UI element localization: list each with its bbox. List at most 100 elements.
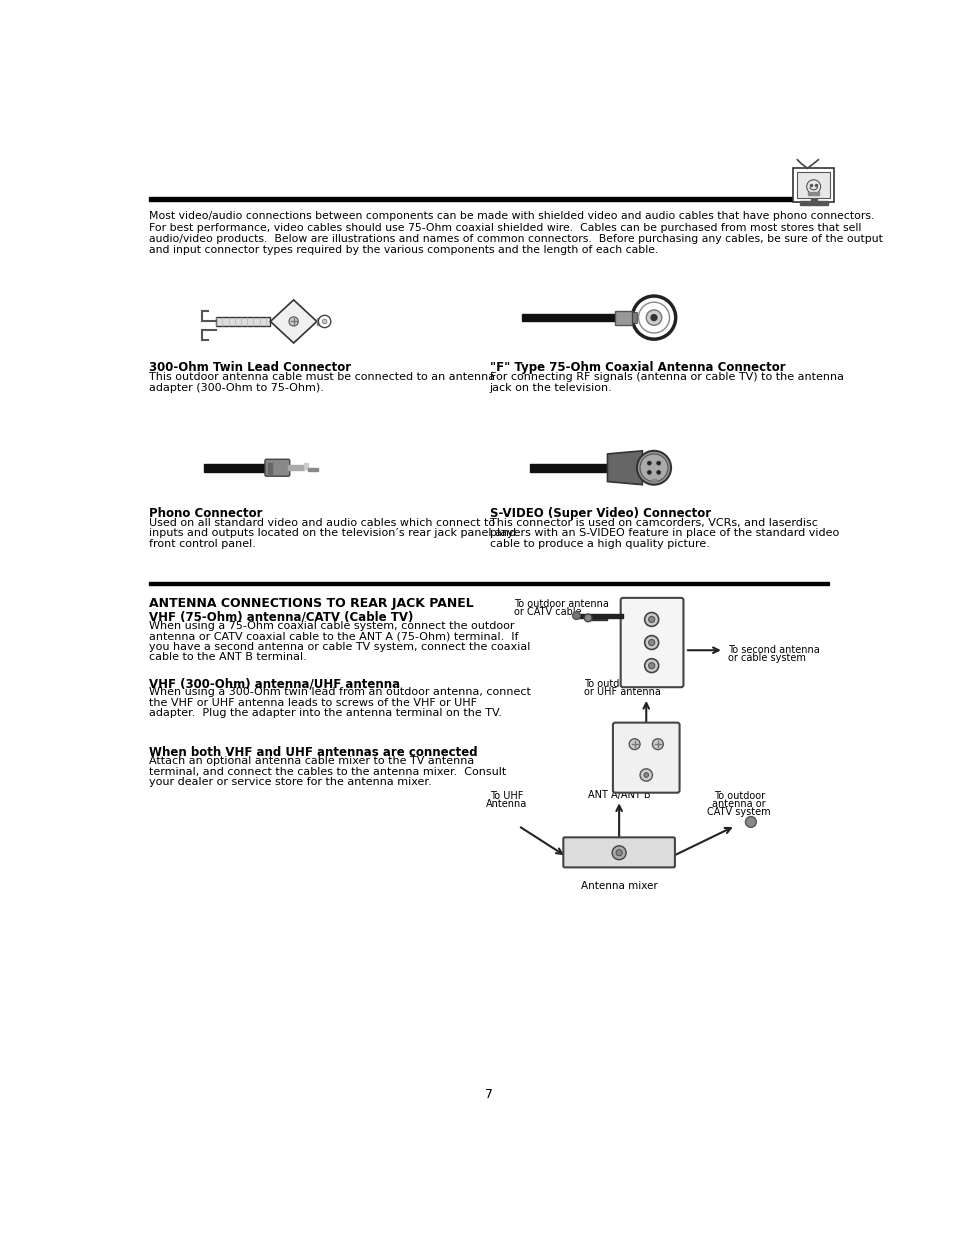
Text: To second antenna: To second antenna [727, 645, 819, 655]
Circle shape [289, 317, 298, 326]
Bar [216, 317, 270, 326]
Circle shape [650, 315, 657, 321]
Text: antenna or: antenna or [712, 799, 765, 809]
Text: To outdoor VHF: To outdoor VHF [583, 679, 658, 689]
Circle shape [643, 773, 648, 777]
Circle shape [648, 662, 654, 668]
Text: cable to produce a high quality picture.: cable to produce a high quality picture. [489, 538, 709, 548]
Text: inputs and outputs located on the television’s rear jack panel and: inputs and outputs located on the televi… [149, 529, 516, 538]
Text: Most video/audio connections between components can be made with shielded video : Most video/audio connections between com… [149, 211, 873, 221]
Circle shape [322, 319, 327, 324]
Circle shape [652, 739, 662, 750]
Circle shape [647, 461, 651, 466]
Bar [807, 193, 819, 195]
Circle shape [583, 614, 592, 621]
Text: When using a 300-Ohm twin lead from an outdoor antenna, connect: When using a 300-Ohm twin lead from an o… [149, 687, 530, 698]
Bar [530, 464, 607, 472]
Text: 7: 7 [484, 1088, 493, 1100]
Circle shape [645, 310, 661, 325]
Text: the VHF or UHF antenna leads to screws of the VHF or UHF: the VHF or UHF antenna leads to screws o… [149, 698, 476, 708]
Text: players with an S-VIDEO feature in place of the standard video: players with an S-VIDEO feature in place… [489, 529, 838, 538]
Bar [288, 466, 303, 471]
Bar [308, 468, 317, 471]
Bar [799, 201, 827, 205]
Text: ANT A/ANT B: ANT A/ANT B [587, 789, 650, 799]
Text: VHF (75-Ohm) antenna/CATV (Cable TV): VHF (75-Ohm) antenna/CATV (Cable TV) [149, 611, 413, 624]
Text: 300-Ohm Twin Lead Connector: 300-Ohm Twin Lead Connector [149, 362, 351, 374]
Text: or cable system: or cable system [727, 653, 804, 663]
Text: S-VIDEO (Super Video) Connector: S-VIDEO (Super Video) Connector [489, 508, 710, 520]
Circle shape [612, 846, 625, 860]
Text: or UHF antenna: or UHF antenna [583, 687, 660, 698]
Circle shape [629, 739, 639, 750]
Bar [587, 616, 607, 620]
Text: ANTENNA CONNECTIONS TO REAR JACK PANEL: ANTENNA CONNECTIONS TO REAR JACK PANEL [149, 597, 473, 610]
Circle shape [632, 296, 675, 340]
Circle shape [744, 816, 756, 827]
Circle shape [318, 315, 331, 327]
Text: When using a 75-Ohm coaxial cable system, connect the outdoor: When using a 75-Ohm coaxial cable system… [149, 621, 514, 631]
Circle shape [637, 451, 670, 484]
Bar [268, 463, 272, 475]
Circle shape [648, 616, 654, 622]
Circle shape [644, 636, 658, 650]
Bar [149, 198, 828, 200]
Circle shape [656, 461, 659, 466]
Text: To outdoor: To outdoor [713, 792, 764, 802]
Text: adapter.  Plug the adapter into the antenna terminal on the TV.: adapter. Plug the adapter into the anten… [149, 708, 501, 718]
Text: and input connector types required by the various components and the length of e: and input connector types required by th… [149, 245, 658, 254]
Text: This connector is used on camcorders, VCRs, and laserdisc: This connector is used on camcorders, VC… [489, 517, 817, 527]
Circle shape [647, 471, 651, 474]
Text: "F" Type 75-Ohm Coaxial Antenna Connector: "F" Type 75-Ohm Coaxial Antenna Connecto… [489, 362, 784, 374]
Bar [149, 582, 828, 585]
FancyBboxPatch shape [793, 168, 833, 203]
Bar [576, 614, 622, 618]
Text: When both VHF and UHF antennas are connected: When both VHF and UHF antennas are conne… [149, 746, 476, 760]
Bar [615, 311, 632, 325]
Text: antenna or CATV coaxial cable to the ANT A (75-Ohm) terminal.  If: antenna or CATV coaxial cable to the ANT… [149, 631, 517, 641]
Circle shape [806, 180, 820, 194]
Text: This outdoor antenna cable must be connected to an antenna: This outdoor antenna cable must be conne… [149, 372, 495, 383]
Circle shape [644, 658, 658, 673]
Text: Attach an optional antenna cable mixer to the TV antenna: Attach an optional antenna cable mixer t… [149, 757, 474, 767]
Text: Phono Connector: Phono Connector [149, 508, 262, 520]
Text: To UHF: To UHF [490, 792, 523, 802]
Text: jack on the television.: jack on the television. [489, 383, 612, 393]
Circle shape [648, 640, 654, 646]
Text: To outdoor antenna: To outdoor antenna [514, 599, 609, 609]
Text: you have a second antenna or cable TV system, connect the coaxial: you have a second antenna or cable TV sy… [149, 642, 530, 652]
FancyBboxPatch shape [612, 722, 679, 793]
FancyBboxPatch shape [562, 837, 674, 867]
Polygon shape [607, 451, 641, 484]
Text: Antenna mixer: Antenna mixer [580, 882, 657, 892]
Bar [521, 314, 615, 321]
Bar [651, 478, 656, 482]
Circle shape [644, 613, 658, 626]
Bar [810, 199, 816, 203]
Polygon shape [270, 300, 316, 343]
Text: Antenna: Antenna [486, 799, 527, 809]
Circle shape [639, 454, 667, 482]
Text: VHF (300-Ohm) antenna/UHF antenna: VHF (300-Ohm) antenna/UHF antenna [149, 677, 399, 690]
Bar [303, 463, 308, 469]
FancyBboxPatch shape [265, 459, 290, 477]
Text: CATV system: CATV system [707, 806, 770, 816]
Bar [204, 464, 266, 472]
Text: or CATV cable: or CATV cable [514, 608, 581, 618]
FancyBboxPatch shape [620, 598, 682, 687]
Text: Used on all standard video and audio cables which connect to: Used on all standard video and audio cab… [149, 517, 495, 527]
Circle shape [572, 611, 579, 620]
Bar [316, 317, 324, 325]
Circle shape [639, 769, 652, 782]
Text: front control panel.: front control panel. [149, 538, 255, 548]
Text: For best performance, video cables should use 75-Ohm coaxial shielded wire.  Cab: For best performance, video cables shoul… [149, 222, 861, 232]
Circle shape [638, 303, 669, 333]
FancyBboxPatch shape [797, 172, 829, 199]
Text: your dealer or service store for the antenna mixer.: your dealer or service store for the ant… [149, 777, 431, 787]
Text: adapter (300-Ohm to 75-Ohm).: adapter (300-Ohm to 75-Ohm). [149, 383, 323, 393]
Text: cable to the ANT B terminal.: cable to the ANT B terminal. [149, 652, 306, 662]
Bar [632, 312, 637, 324]
Text: For connecting RF signals (antenna or cable TV) to the antenna: For connecting RF signals (antenna or ca… [489, 372, 842, 383]
Circle shape [656, 471, 659, 474]
Circle shape [616, 850, 621, 856]
